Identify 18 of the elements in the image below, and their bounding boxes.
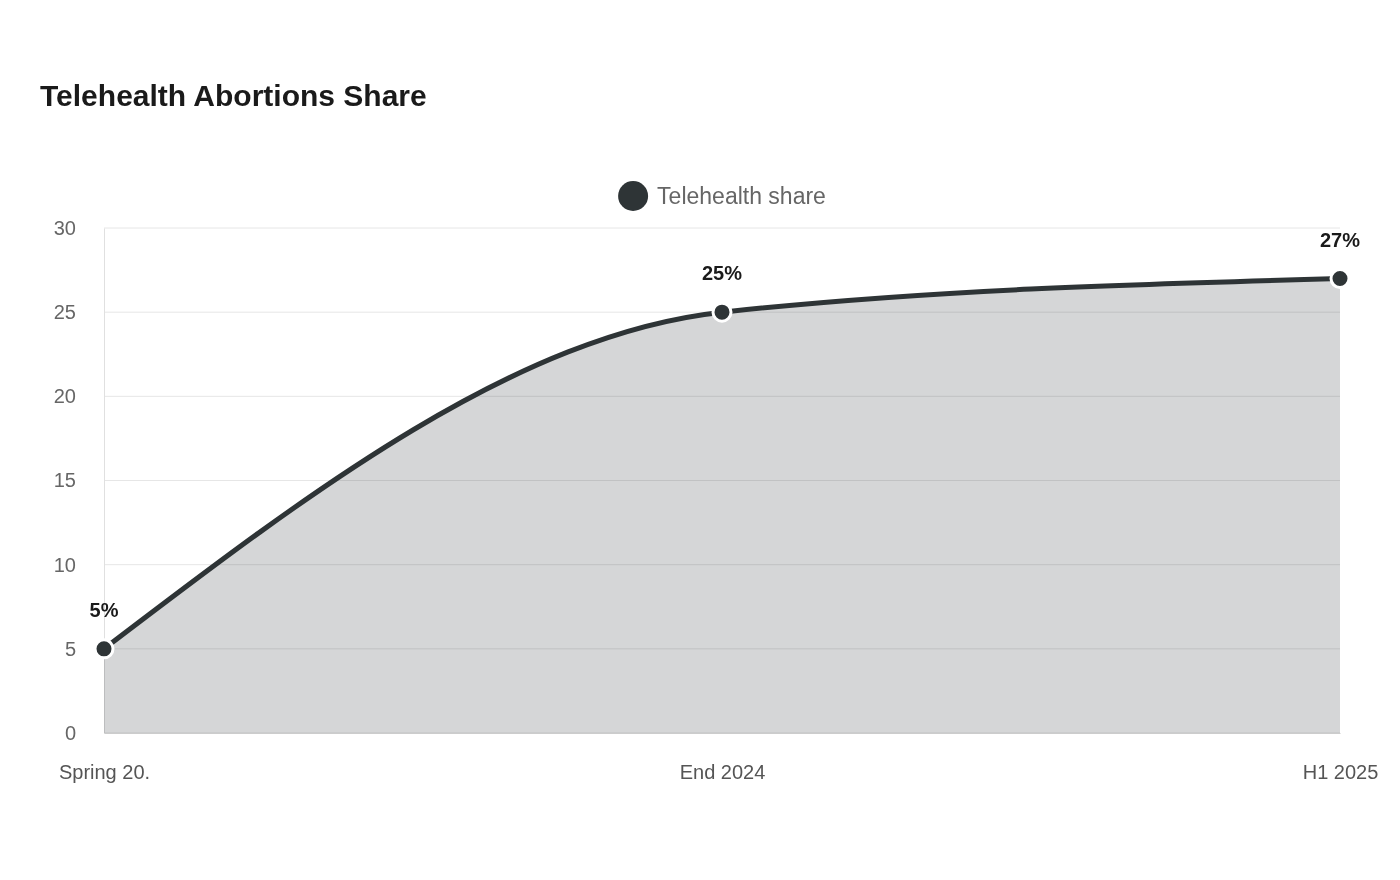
point: [1329, 268, 1351, 289]
data-label: 25%: [701, 262, 743, 285]
point: [93, 638, 115, 660]
x-tick-label: End 2024: [679, 761, 766, 784]
point: [711, 301, 733, 323]
chart-title: Telehealth Abortions Share: [40, 79, 427, 112]
y-tick-label: 30: [53, 216, 76, 239]
y-tick-label: 25: [53, 301, 76, 324]
y-tick-label: 15: [53, 469, 76, 492]
y-tick-label: 20: [53, 385, 76, 408]
x-tick-label: H1 2025: [1302, 761, 1379, 784]
data-label: 5%: [89, 598, 119, 621]
x-tick-label: Spring 20.: [58, 761, 151, 784]
legend-label: Telehealth share: [657, 183, 826, 209]
y-tick-label: 5: [64, 637, 76, 660]
y-tick-label: 10: [53, 553, 76, 576]
y-tick-label: 0: [64, 721, 76, 744]
data-label: 27%: [1319, 228, 1361, 251]
